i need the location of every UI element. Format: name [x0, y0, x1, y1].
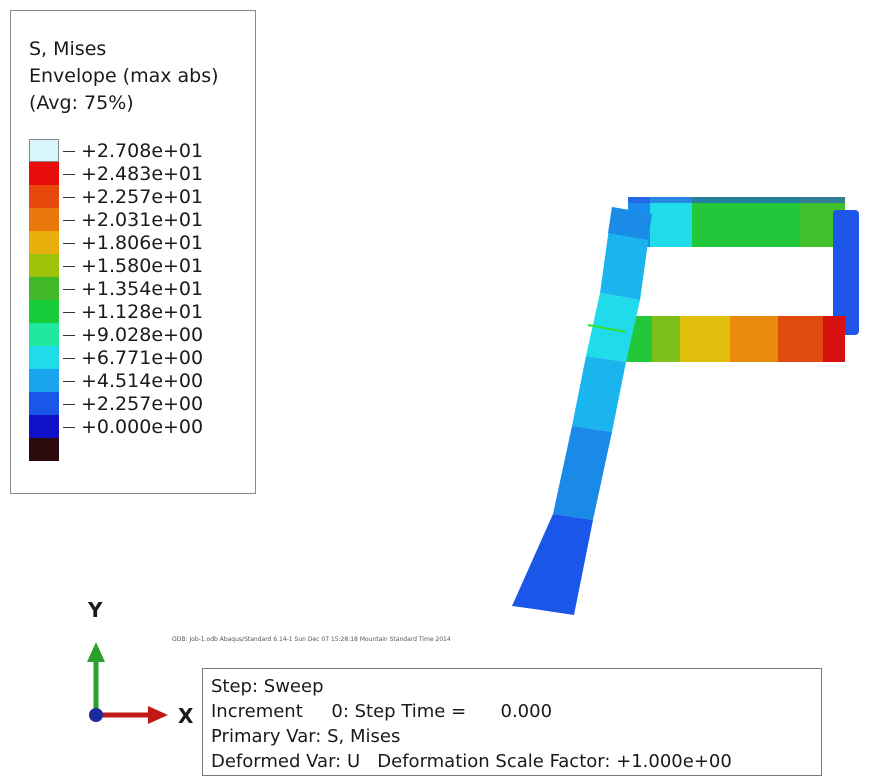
legend-swatch: [29, 231, 59, 254]
legend-level-label: +9.028e+00: [81, 323, 204, 346]
triad-x-label: X: [178, 704, 194, 728]
legend-level-label: +1.580e+01: [81, 254, 204, 277]
odb-caption: ODB: Job-1.odb Abaqus/Standard 6.14-1 Su…: [172, 636, 451, 643]
bottom-bar: [626, 316, 845, 362]
legend-swatch: [29, 277, 59, 300]
legend-tick: [63, 311, 75, 313]
right-post: [833, 210, 859, 335]
deformed-var-line: Deformed Var: U Deformation Scale Factor…: [211, 751, 732, 772]
legend-swatch: [29, 208, 59, 231]
legend-level-label: +2.031e+01: [81, 208, 204, 231]
legend-swatch: [29, 392, 59, 415]
step-info-box: Step: Sweep Increment 0: Step Time = 0.0…: [202, 668, 822, 776]
legend-swatch: [29, 415, 59, 438]
legend-swatch: [29, 323, 59, 346]
legend-swatch: [29, 300, 59, 323]
legend-variable-title: S, Mises: [29, 38, 107, 60]
legend-level-label: +2.483e+01: [81, 162, 204, 185]
legend-tick: [63, 150, 75, 152]
increment-line: Increment 0: Step Time = 0.000: [211, 701, 553, 722]
legend-level-label: +2.708e+01: [81, 139, 204, 162]
legend-level-label: +1.128e+01: [81, 300, 204, 323]
primary-var-line: Primary Var: S, Mises: [211, 726, 401, 747]
legend-level-label: +1.806e+01: [81, 231, 204, 254]
legend-swatch: [29, 162, 59, 185]
legend-swatch: [29, 346, 59, 369]
triad-y-arrowhead: [87, 642, 105, 662]
legend-tick: [63, 173, 75, 175]
contour-legend: S, Mises Envelope (max abs) (Avg: 75%) +…: [10, 10, 256, 494]
legend-envelope-title: Envelope (max abs): [29, 65, 219, 87]
legend-tick: [63, 242, 75, 244]
legend-tick: [63, 288, 75, 290]
legend-tick: [63, 403, 75, 405]
step-line: Step: Sweep: [211, 676, 324, 697]
slanted-leg: [512, 207, 652, 615]
legend-swatch: [29, 139, 59, 162]
legend-tick: [63, 219, 75, 221]
legend-level-label: +6.771e+00: [81, 346, 204, 369]
legend-tick: [63, 196, 75, 198]
legend-level-label: +2.257e+01: [81, 185, 204, 208]
legend-level-label: +1.354e+01: [81, 277, 204, 300]
legend-level-label: +2.257e+00: [81, 392, 204, 415]
triad-origin: [89, 708, 103, 722]
legend-swatch: [29, 254, 59, 277]
legend-level-label: +0.000e+00: [81, 415, 204, 438]
legend-swatch-bottom: [29, 438, 59, 461]
legend-tick: [63, 357, 75, 359]
legend-swatch: [29, 185, 59, 208]
legend-swatch: [29, 369, 59, 392]
legend-level-label: +4.514e+00: [81, 369, 204, 392]
legend-tick: [63, 334, 75, 336]
triad-y-label: Y: [88, 598, 103, 622]
legend-tick: [63, 380, 75, 382]
legend-color-bar: [29, 139, 59, 461]
legend-tick: [63, 426, 75, 428]
legend-averaging-title: (Avg: 75%): [29, 92, 134, 114]
legend-tick: [63, 265, 75, 267]
triad-x-arrowhead: [148, 706, 168, 724]
